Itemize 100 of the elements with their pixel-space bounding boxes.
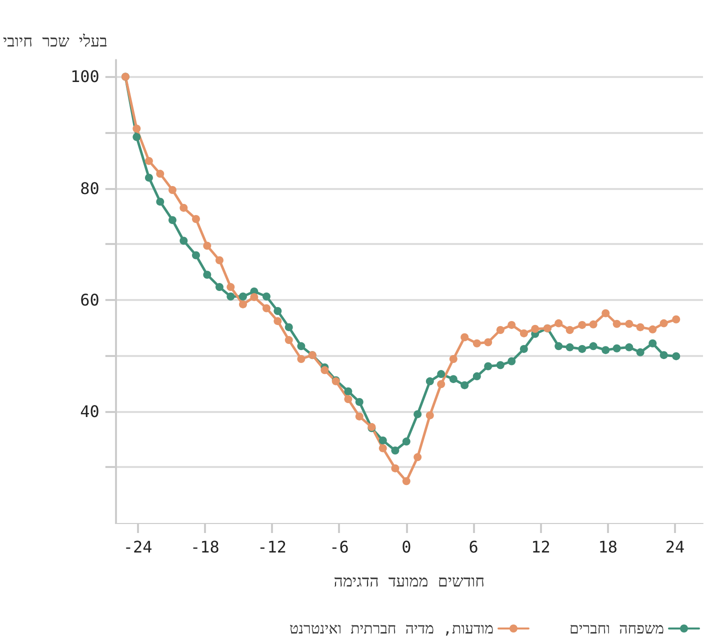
point — [355, 412, 364, 420]
point — [238, 292, 247, 301]
point — [180, 236, 188, 245]
point — [437, 380, 446, 388]
x-tick-label: 24 — [665, 538, 685, 556]
point — [192, 251, 200, 260]
point — [648, 339, 657, 348]
point — [344, 395, 352, 404]
point — [520, 329, 528, 338]
point — [262, 304, 270, 312]
point — [180, 204, 188, 212]
point — [520, 344, 528, 353]
legend-label: מודעות, מדיה חברתית ואינטרנט — [290, 620, 494, 638]
point — [484, 338, 492, 346]
y-tick-label: 40 — [80, 402, 100, 421]
point — [625, 343, 634, 352]
point — [484, 362, 492, 370]
point — [414, 410, 422, 418]
point — [554, 319, 563, 328]
point — [437, 370, 446, 378]
point — [566, 343, 574, 352]
point — [168, 216, 176, 224]
y-tick-label: 100 — [70, 67, 100, 86]
point — [274, 307, 282, 316]
x-tick-label: -24 — [123, 538, 152, 556]
x-axis-title: חודשים ממועד הדגימה — [334, 572, 485, 590]
point — [589, 342, 598, 350]
y-axis-title: בעלי שכר חיובי — [2, 32, 108, 50]
point — [612, 344, 621, 352]
point — [625, 320, 634, 328]
point — [672, 352, 680, 360]
point — [250, 293, 258, 302]
point — [612, 320, 621, 328]
point — [284, 336, 293, 344]
x-tick-label: 12 — [531, 538, 550, 556]
point — [426, 377, 434, 386]
point — [156, 170, 164, 178]
x-tick-label: -6 — [330, 538, 349, 556]
point — [168, 186, 176, 194]
point — [496, 326, 504, 334]
point — [284, 323, 293, 332]
point — [226, 283, 235, 292]
point — [391, 446, 400, 454]
point — [192, 214, 200, 223]
point — [648, 325, 657, 334]
x-tick-label: -18 — [190, 538, 220, 556]
point — [578, 344, 586, 353]
point — [449, 355, 458, 363]
point — [238, 300, 247, 308]
point — [144, 174, 153, 182]
point — [132, 124, 141, 133]
point — [414, 453, 422, 462]
point — [531, 324, 540, 333]
point — [144, 156, 153, 165]
point — [460, 333, 469, 342]
point — [589, 320, 598, 328]
point — [602, 309, 610, 318]
point — [378, 436, 387, 444]
x-tick-label: 0 — [402, 538, 412, 556]
point — [472, 372, 481, 380]
point — [320, 366, 329, 374]
point — [402, 477, 410, 486]
point — [660, 319, 668, 328]
legend-label: משפחה וחברים — [569, 620, 664, 638]
point — [602, 346, 610, 354]
y-tick-label: 60 — [80, 290, 100, 310]
point — [578, 320, 586, 329]
point — [226, 292, 235, 301]
point — [274, 317, 282, 326]
point — [402, 438, 410, 446]
point — [297, 342, 306, 350]
point — [554, 342, 563, 350]
point — [636, 348, 644, 356]
point — [566, 326, 574, 334]
x-tick-label: -12 — [258, 538, 287, 556]
point — [344, 387, 352, 396]
x-tick-label: 6 — [468, 538, 478, 556]
point — [472, 339, 481, 348]
point — [391, 464, 400, 472]
point — [378, 444, 387, 452]
point — [672, 315, 680, 324]
point — [215, 283, 224, 292]
point — [297, 355, 306, 363]
point — [496, 361, 504, 370]
point — [508, 320, 516, 329]
point — [426, 411, 434, 420]
x-tick-label: 18 — [598, 538, 618, 556]
point — [203, 242, 212, 250]
point — [215, 256, 224, 264]
point — [660, 351, 668, 360]
point — [508, 357, 516, 366]
point — [449, 375, 458, 384]
point — [262, 292, 270, 301]
point — [132, 132, 141, 141]
y-tick-label: 80 — [80, 178, 100, 198]
point — [460, 381, 469, 390]
point — [203, 270, 212, 279]
point — [156, 198, 164, 206]
point — [636, 323, 644, 332]
point — [355, 398, 364, 406]
